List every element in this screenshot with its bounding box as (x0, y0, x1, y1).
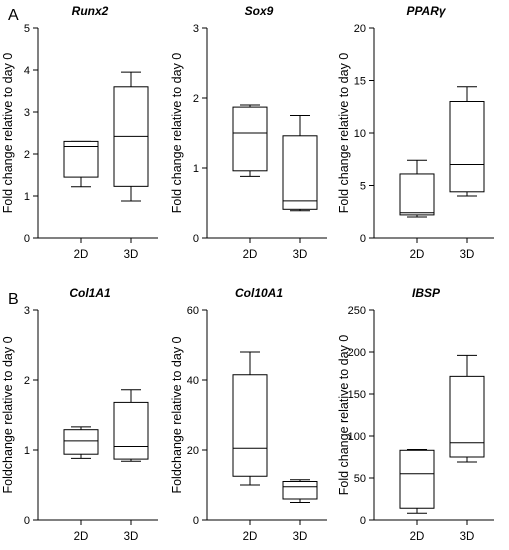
iqr-box (113, 401, 149, 460)
iqr-box (63, 429, 99, 455)
y-tick-label: 20 (354, 23, 366, 35)
boxplot-panel-5: Col10A1 Foldchange relative to day 0 0 20 40… (170, 286, 327, 543)
iqr-box (449, 101, 485, 193)
box-3d (113, 71, 149, 202)
y-tick-label: 50 (354, 473, 366, 485)
y-tick-label: 20 (187, 445, 199, 457)
iqr-box (399, 449, 435, 509)
box-3d (449, 354, 485, 463)
x-tick-label: 2D (74, 531, 89, 543)
y-tick-label: 0 (24, 515, 30, 527)
x-tick-label: 3D (293, 531, 308, 543)
iqr-box (282, 481, 318, 500)
x-tick-label: 2D (74, 249, 89, 261)
y-tick-label: 200 (348, 347, 366, 359)
x-tick-label: 2D (410, 531, 425, 543)
box-3d (282, 115, 318, 212)
chart-title: Col1A1 (69, 286, 111, 300)
chart-title: Col10A1 (235, 286, 283, 300)
y-tick-label: 0 (24, 233, 30, 245)
box-2d (63, 140, 99, 188)
y-axis-label: Fold change relative to day 0 (170, 53, 184, 214)
x-tick-label: 2D (410, 249, 425, 261)
chart-title: Runx2 (72, 4, 109, 18)
y-axis-label: Fold change relative to day 0 (337, 53, 351, 214)
y-tick-label: 1 (24, 191, 30, 203)
panel-label-a: A (8, 7, 19, 24)
y-tick-label: 5 (360, 181, 366, 193)
box-2d (399, 159, 435, 218)
box-2d (399, 448, 435, 514)
iqr-box (399, 173, 435, 216)
y-axis-label: Foldchange relative to day 0 (1, 336, 15, 493)
y-tick-label: 10 (354, 128, 366, 140)
y-axis-label: Foldchange relative to day 0 (170, 336, 184, 493)
box-3d (449, 86, 485, 197)
y-tick-label: 2 (24, 149, 30, 161)
x-tick-label: 2D (243, 249, 258, 261)
y-tick-label: 60 (187, 305, 199, 317)
y-tick-label: 4 (24, 65, 30, 77)
x-tick-label: 2D (243, 531, 258, 543)
boxplot-panel-3: PPARγ Fold change relative to day 0 0 5 10 15… (337, 4, 494, 261)
y-tick-label: 0 (193, 515, 199, 527)
y-tick-label: 2 (24, 375, 30, 387)
chart-title: Sox9 (245, 4, 274, 18)
box-3d (113, 389, 149, 462)
boxplot-panel-4: Col1A1 Foldchange relative to day 0 0 1 2 3 2D… (1, 286, 158, 543)
y-tick-label: 2 (193, 93, 199, 105)
iqr-box (282, 135, 318, 210)
y-tick-label: 3 (24, 305, 30, 317)
y-tick-label: 15 (354, 76, 366, 88)
panel-label-b: B (8, 291, 19, 308)
y-axis-label: Fold change relative to day 0 (337, 335, 351, 496)
y-tick-label: 5 (24, 23, 30, 35)
x-tick-label: 3D (124, 249, 139, 261)
x-tick-label: 3D (460, 249, 475, 261)
y-tick-label: 40 (187, 375, 199, 387)
iqr-box (232, 374, 268, 477)
plots-container: Runx2 Fold change relative to day 0 0 1 2 3 4 5… (1, 4, 494, 543)
y-tick-label: 0 (360, 233, 366, 245)
y-tick-label: 1 (193, 163, 199, 175)
y-tick-label: 100 (348, 431, 366, 443)
x-tick-label: 3D (293, 249, 308, 261)
box-2d (232, 351, 268, 486)
x-tick-label: 3D (460, 531, 475, 543)
x-tick-label: 3D (124, 531, 139, 543)
iqr-box (63, 140, 99, 178)
boxplot-panel-6: IBSP Fold change relative to day 0 0 50 100 1… (337, 286, 494, 543)
box-3d (282, 479, 318, 503)
boxplot-panel-1: Runx2 Fold change relative to day 0 0 1 2 3 4 5… (1, 4, 158, 261)
y-tick-label: 250 (348, 305, 366, 317)
y-tick-label: 3 (193, 23, 199, 35)
chart-title: IBSP (412, 286, 441, 300)
y-tick-label: 150 (348, 389, 366, 401)
iqr-box (232, 106, 268, 172)
y-tick-label: 0 (360, 515, 366, 527)
box-2d (63, 426, 99, 459)
y-axis-label: Fold change relative to day 0 (1, 53, 15, 214)
boxplot-panel-2: Sox9 Fold change relative to day 0 0 1 2 3 2D 3… (170, 4, 327, 261)
y-tick-label: 0 (193, 233, 199, 245)
iqr-box (449, 375, 485, 458)
chart-title: PPARγ (406, 4, 446, 18)
y-tick-label: 3 (24, 107, 30, 119)
box-2d (232, 104, 268, 177)
y-tick-label: 1 (24, 445, 30, 457)
